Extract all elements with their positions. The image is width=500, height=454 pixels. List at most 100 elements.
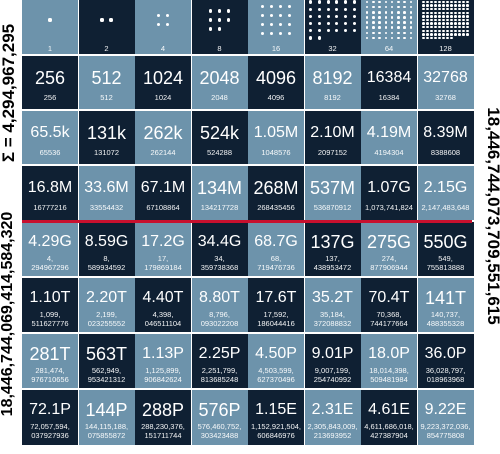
dot-mark <box>422 22 425 25</box>
value-short: 137G <box>310 232 355 252</box>
dot-mark <box>450 36 453 40</box>
dot-mark <box>466 18 469 22</box>
dot-mark <box>458 0 461 4</box>
dot-mark <box>378 5 381 9</box>
dot-mark <box>446 22 449 25</box>
dot-mark <box>378 0 381 4</box>
value-short: 275G <box>366 232 412 252</box>
value-cell: 34.4G 34, 359738368 <box>191 222 248 276</box>
dot-mark <box>426 33 429 36</box>
dot-mark <box>446 29 449 33</box>
dot-mark <box>434 18 437 22</box>
value-cell: 537M 536870912 <box>304 166 361 220</box>
value-exact: 2,305,843,009, <box>307 422 358 431</box>
dot-mark <box>426 29 429 33</box>
dot-mark <box>371 5 375 9</box>
dot-mark <box>269 4 274 9</box>
value-cell: 35.2T 35,184, 372088832 <box>304 278 361 332</box>
value-short: 576P <box>198 400 241 420</box>
dot-mark <box>409 5 413 9</box>
dot-mark <box>466 29 469 33</box>
value-cell: 2.31E 2,305,843,009, 213693952 <box>304 390 361 445</box>
dot-mark <box>426 11 429 15</box>
value-cell: 68.7G 68, 719476736 <box>248 222 304 276</box>
value-exact: 68, <box>270 254 282 263</box>
value-cell: 32768 32768 <box>417 56 474 109</box>
dot-mark <box>371 36 375 40</box>
value-short: 2048 <box>199 68 240 88</box>
value-exact: 877906944 <box>370 262 408 272</box>
dot-mark <box>390 10 394 14</box>
value-exact: 262144 <box>150 148 176 157</box>
dot-mark <box>217 9 222 13</box>
dot-mark <box>442 25 445 29</box>
dot-mark <box>409 10 413 14</box>
dot-mark <box>422 25 425 29</box>
sum-label-top: Σ = 4,294,967,295 <box>0 23 18 163</box>
dot-mark <box>442 11 445 15</box>
value-cell: 134M 134217728 <box>191 166 248 220</box>
value-short: 9.01P <box>311 345 354 362</box>
value-cell: 72.1P 72,057,594, 037927936 <box>22 390 78 445</box>
powers-of-two-grid: 1 2 4 8 16 32 64 128 256 256 512 512 1024 1024 2048 204… <box>22 0 474 445</box>
value-short: 141T <box>424 288 467 308</box>
value-short: 70.4T <box>368 289 410 306</box>
value-short: 67.1M <box>140 179 186 196</box>
dot-mark <box>450 11 453 15</box>
dot-mark <box>458 11 461 15</box>
value-exact: 562,949, <box>91 366 122 375</box>
dot-mark <box>434 22 437 25</box>
half-divider-line <box>22 220 472 223</box>
dot-mark <box>426 22 429 25</box>
dot-mark <box>403 5 406 9</box>
dot-mark <box>442 15 445 18</box>
value-exact: 488355328 <box>426 318 465 328</box>
value-short: 8.59G <box>84 233 129 250</box>
dot-mark <box>450 18 453 22</box>
dot-mark <box>466 15 469 18</box>
dot-mark <box>352 7 357 11</box>
value-short: 72.1P <box>29 401 71 418</box>
value-exact: 151711744 <box>144 430 182 440</box>
value-exact: 372088832 <box>313 318 352 328</box>
dot-cell: 64 <box>361 0 417 54</box>
value-exact: 606846976 <box>257 430 295 440</box>
value-cell: 17.6T 17,592, 186044416 <box>248 278 304 332</box>
value-short: 8.39M <box>423 124 468 141</box>
dot-mark <box>326 29 330 33</box>
dot-mark <box>365 26 369 29</box>
dot-mark <box>287 31 292 36</box>
dot-mark <box>344 22 348 26</box>
dot-mark <box>317 0 321 4</box>
value-cell: 4.19M 4194304 <box>361 111 417 164</box>
value-cell: 16.8M 16777216 <box>22 166 78 220</box>
dot-count-label: 64 <box>384 43 394 53</box>
dot-mark <box>426 25 429 29</box>
dot-mark <box>422 33 425 36</box>
dot-mark <box>450 0 453 4</box>
dot-mark <box>317 7 321 11</box>
dot-mark <box>442 33 445 36</box>
dot-mark <box>156 13 161 18</box>
dot-mark <box>390 5 394 9</box>
value-exact: 18,014,398, <box>369 366 409 375</box>
value-exact: 288,230,376, <box>141 422 185 431</box>
value-exact: 274, <box>381 254 397 263</box>
value-exact: 34, <box>214 254 225 263</box>
dot-mark <box>317 14 321 18</box>
dot-mark <box>278 31 283 36</box>
value-short: 2.15G <box>423 179 468 196</box>
value-exact: 093022208 <box>200 318 239 328</box>
value-exact: 16384 <box>378 93 400 102</box>
dot-mark <box>397 5 400 9</box>
dot-mark <box>344 7 348 11</box>
dot-mark <box>278 4 283 9</box>
dot-mark <box>317 36 321 40</box>
value-cell: 262k 262144 <box>135 111 191 164</box>
value-exact: 1024 <box>154 93 172 102</box>
dot-mark <box>326 22 330 26</box>
dot-mark <box>450 4 453 7</box>
value-cell: 1.05M 1048576 <box>248 111 304 164</box>
dot-mark <box>450 33 453 36</box>
dot-mark <box>365 36 369 40</box>
